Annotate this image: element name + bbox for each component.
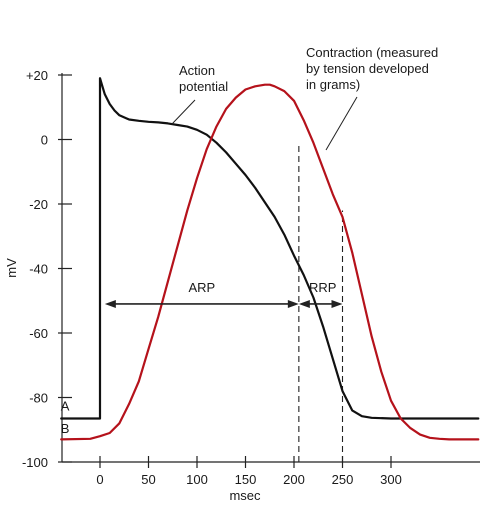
contraction-leader bbox=[325, 96, 358, 151]
x-tick-label: 0 bbox=[96, 472, 103, 487]
interval-arrowhead bbox=[298, 299, 310, 308]
interval-rrp: RRP bbox=[298, 280, 343, 308]
y-tick-label: 0 bbox=[41, 133, 48, 148]
baseline-markers: AB bbox=[61, 398, 70, 436]
x-tick-label: 300 bbox=[380, 472, 402, 487]
x-axis-label: msec bbox=[229, 488, 261, 503]
interval-arrowhead bbox=[287, 299, 299, 308]
y-tick-label: -60 bbox=[29, 326, 48, 341]
y-tick-label: -20 bbox=[29, 197, 48, 212]
y-axis-label: mV bbox=[4, 258, 19, 278]
baseline-marker-b: B bbox=[61, 421, 70, 436]
contraction-label: Contraction (measured by tension develope… bbox=[306, 45, 438, 92]
series-layer bbox=[60, 77, 480, 441]
x-ticks: 0 50 100 150 200 250 300 bbox=[96, 456, 402, 487]
action-potential-line bbox=[60, 77, 480, 420]
x-tick-label: 150 bbox=[235, 472, 257, 487]
y-tick-label: -40 bbox=[29, 262, 48, 277]
x-tick-label: 200 bbox=[283, 472, 305, 487]
action-potential-label: Action potential bbox=[179, 63, 228, 94]
refractory-intervals: ARP RRP bbox=[104, 280, 343, 308]
interval-arrowhead bbox=[331, 299, 343, 308]
x-tick-label: 50 bbox=[141, 472, 155, 487]
refractory-boundaries bbox=[298, 142, 344, 462]
contraction-line bbox=[60, 83, 480, 441]
y-ticks: +20 0 -20 -40 -60 -80 -100 bbox=[22, 68, 72, 470]
interval-label: ARP bbox=[188, 280, 215, 295]
interval-arrowhead bbox=[104, 299, 116, 308]
y-tick-label: -80 bbox=[29, 391, 48, 406]
y-tick-label: +20 bbox=[26, 68, 48, 83]
interval-label: RRP bbox=[309, 280, 336, 295]
interval-arp: ARP bbox=[104, 280, 299, 308]
x-tick-label: 100 bbox=[186, 472, 208, 487]
baseline-marker-a: A bbox=[61, 398, 70, 413]
x-tick-label: 250 bbox=[332, 472, 354, 487]
contraction-annotation: Contraction (measured by tension develope… bbox=[306, 45, 438, 151]
action-potential-leader bbox=[171, 99, 196, 125]
y-tick-label: -100 bbox=[22, 455, 48, 470]
action-potential-annotation: Action potential bbox=[171, 63, 228, 125]
